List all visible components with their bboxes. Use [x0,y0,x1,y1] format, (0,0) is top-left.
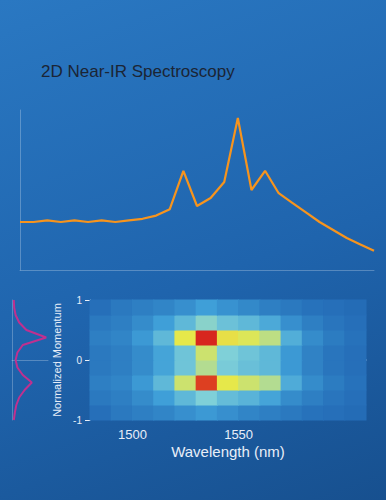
svg-text:1500: 1500 [118,427,147,442]
svg-text:Wavelength (nm): Wavelength (nm) [171,443,285,460]
svg-text:2D Near-IR Spectroscopy: 2D Near-IR Spectroscopy [41,62,235,81]
svg-text:Normalized Momentum: Normalized Momentum [51,303,63,417]
svg-text:1550: 1550 [224,427,253,442]
svg-text:-1: -1 [73,415,82,426]
svg-text:1: 1 [76,295,82,306]
svg-text:0: 0 [76,355,82,366]
